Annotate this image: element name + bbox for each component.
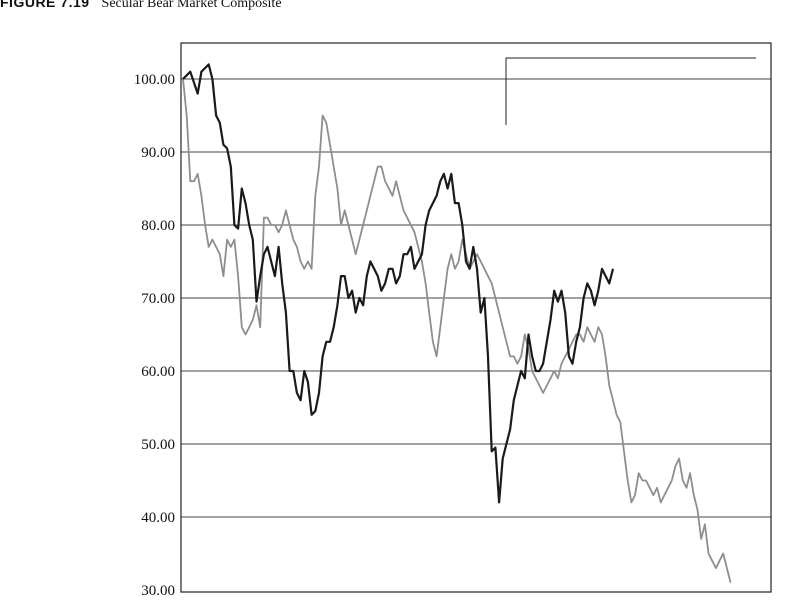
series-line-dark	[182, 63, 615, 504]
y-tick-label: 50.00	[141, 437, 175, 453]
y-tick-label: 100.00	[134, 72, 175, 88]
legend	[505, 57, 756, 125]
figure-title: FIGURE 7.19 Secular Bear Market Composite	[0, 0, 282, 12]
y-axis-ticks: 100.00 90.00 80.00 70.00 60.00 50.00 40.00 30.0…	[134, 72, 175, 599]
y-tick-label: 90.00	[141, 145, 175, 161]
series-layer	[182, 63, 732, 583]
figure-caption: Secular Bear Market Composite	[101, 0, 282, 11]
y-tick-label: 30.00	[141, 583, 175, 599]
y-tick-label: 40.00	[141, 510, 175, 526]
plot-frame	[180, 42, 772, 593]
y-tick-label: 70.00	[141, 291, 175, 307]
series-line-gray	[182, 78, 732, 583]
y-tick-label: 60.00	[141, 364, 175, 380]
legend-border	[505, 57, 756, 125]
gridlines	[181, 78, 771, 518]
figure-number: FIGURE 7.19	[0, 0, 90, 10]
y-tick-label: 80.00	[141, 218, 175, 234]
